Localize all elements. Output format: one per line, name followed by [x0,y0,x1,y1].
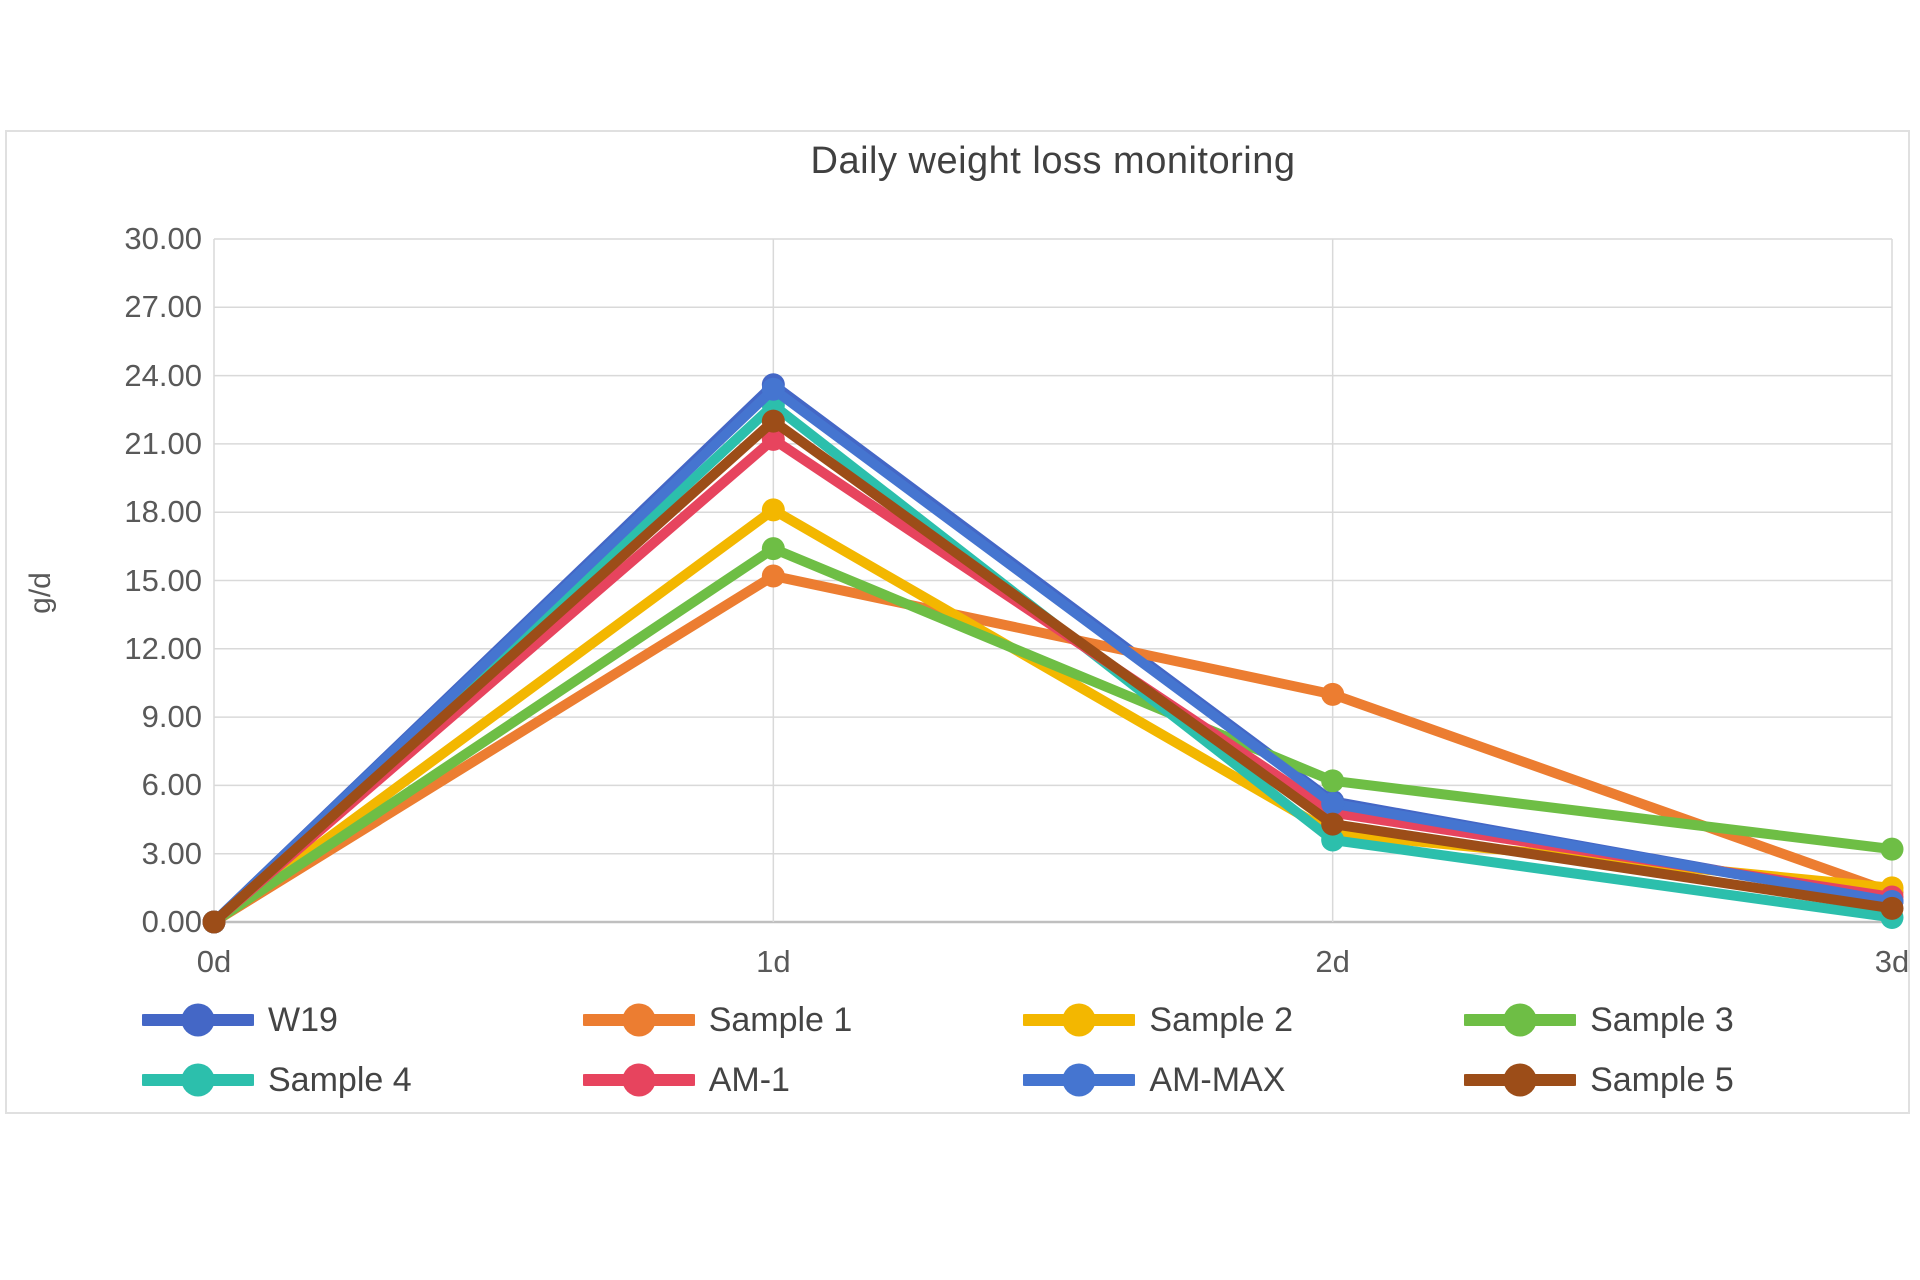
legend-item-sample-5: Sample 5 [1464,1058,1734,1102]
y-tick-label: 3.00 [141,835,202,871]
data-point-marker [1880,896,1904,920]
data-point-marker [761,537,785,561]
data-point-marker [761,498,785,522]
legend-swatch-icon [142,1003,254,1037]
legend-swatch-icon [1464,1003,1577,1037]
legend-item-w19: W19 [142,998,338,1042]
data-point-marker [761,427,785,451]
legend-swatch-icon [142,1063,254,1097]
data-point-marker [202,910,226,934]
series-w19 [202,373,1904,934]
legend-swatch-icon [1464,1063,1577,1097]
data-point-marker [1321,769,1345,793]
legend-label: W19 [268,1000,338,1039]
y-tick-label: 27.00 [124,289,202,325]
legend-item-am-1: AM-1 [582,1058,790,1102]
x-tick-label: 1d [756,944,791,979]
y-axis-title: g/d [24,572,57,614]
data-point-marker [1321,812,1345,836]
y-tick-label: 30.00 [124,221,202,256]
legend-item-sample-3: Sample 3 [1464,998,1734,1042]
legend-swatch-icon [582,1003,695,1037]
legend-swatch-icon [582,1063,695,1097]
data-point-marker [1321,792,1345,816]
x-tick-label: 2d [1315,944,1350,979]
legend-item-sample-4: Sample 4 [142,1058,412,1102]
legend-label: Sample 5 [1590,1060,1734,1099]
y-tick-label: 6.00 [141,767,202,803]
legend-item-sample-1: Sample 1 [582,998,853,1042]
series-line [209,543,1897,927]
y-tick-label: 24.00 [124,357,202,393]
series-line [209,570,1897,927]
y-tick-label: 21.00 [124,425,202,461]
legend-item-am-max: AM-MAX [1023,1058,1285,1102]
data-point-marker [1321,828,1345,852]
y-tick-label: 9.00 [141,699,202,735]
legend-label: Sample 1 [708,1000,853,1039]
legend-label: AM-1 [708,1060,790,1099]
y-tick-label: 0.00 [141,904,202,939]
legend-swatch-icon [1023,1003,1136,1037]
legend-label: Sample 3 [1590,1000,1734,1039]
y-tick-label: 18.00 [124,494,202,530]
legend-label: AM-MAX [1149,1060,1286,1099]
x-tick-label: 0d [196,944,232,979]
series-am-max [202,377,1904,934]
data-point-marker [761,564,785,588]
y-tick-label: 15.00 [124,562,202,598]
data-point-marker [761,377,785,401]
legend-label: Sample 4 [268,1060,412,1099]
data-point-marker [1880,837,1904,861]
series-line [209,379,1897,927]
series-sample-5 [202,409,1904,934]
data-point-marker [761,409,785,433]
chart-title: Daily weight loss monitoring [810,140,1296,182]
chart-plot-area [202,238,1904,934]
x-tick-label: 3d [1874,944,1910,979]
y-tick-label: 12.00 [124,630,202,666]
chart-panel: Daily weight loss monitoring 0.00 3.00 6.0… [5,130,1910,1114]
legend-item-sample-2: Sample 2 [1023,998,1293,1042]
legend-label: Sample 2 [1149,1000,1294,1039]
series-line [209,384,1897,927]
data-point-marker [1321,682,1345,706]
legend-swatch-icon [1023,1063,1136,1097]
series-line [209,504,1897,927]
series-sample-3 [202,537,1904,934]
series-line [209,416,1897,927]
